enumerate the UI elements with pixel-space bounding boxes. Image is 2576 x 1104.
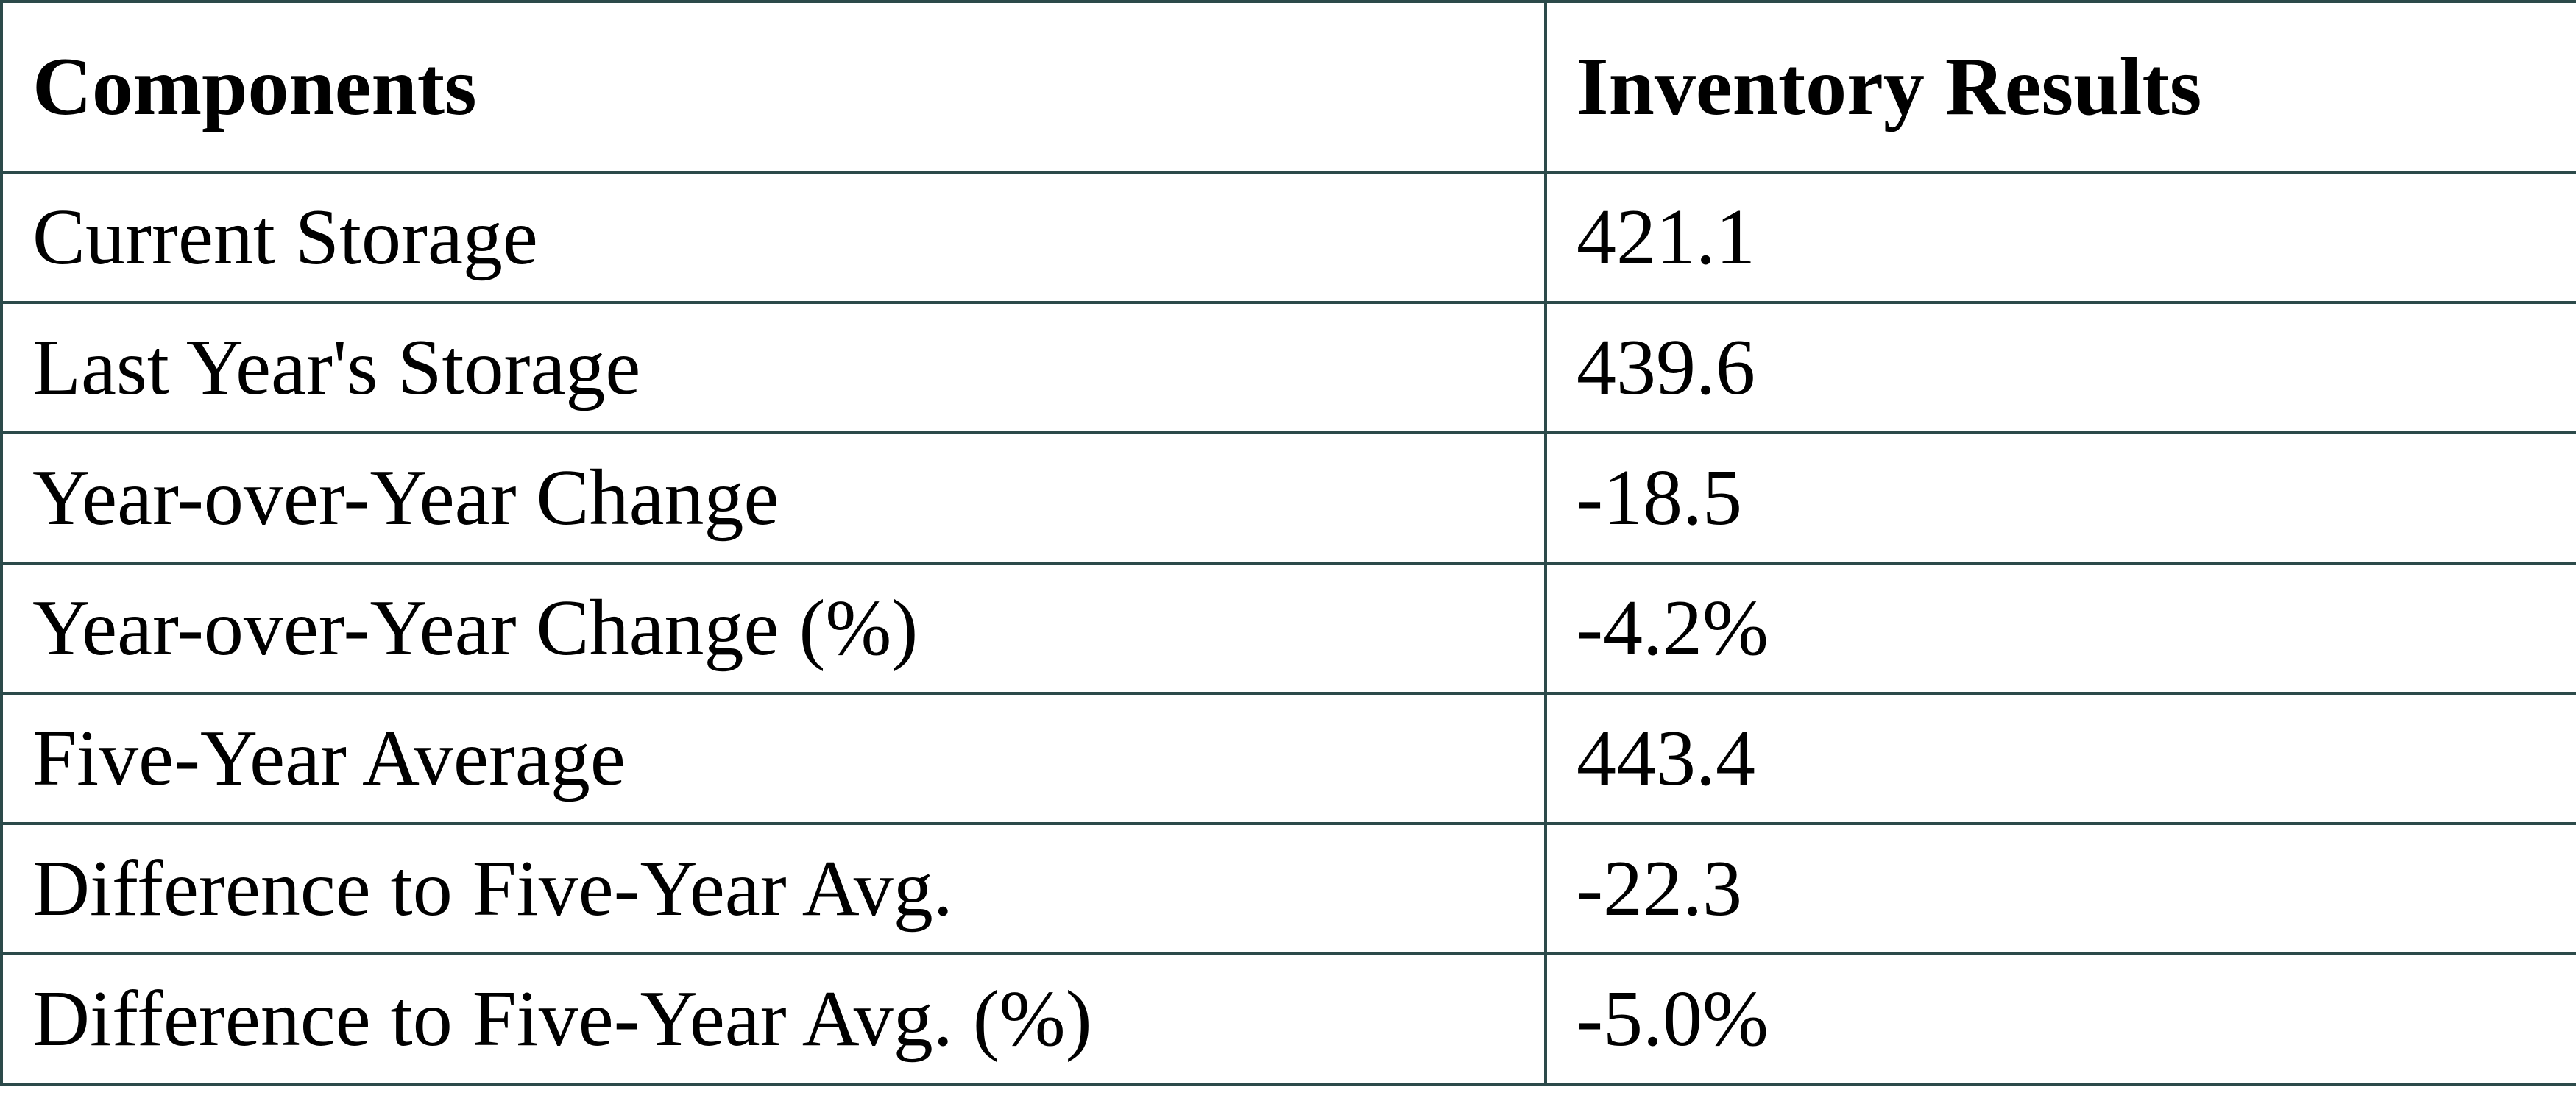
component-cell: Difference to Five-Year Avg.	[0, 822, 1547, 955]
header-cell: Components	[0, 0, 1547, 174]
table-row: Year-over-Year Change -18.5	[0, 431, 2576, 565]
result-cell: -18.5	[1544, 431, 2576, 565]
component-cell: Current Storage	[0, 171, 1547, 304]
result-cell: -5.0%	[1544, 952, 2576, 1086]
table-row: Last Year's Storage 439.6	[0, 301, 2576, 434]
table-head: Components Inventory Results	[0, 0, 2576, 174]
result-cell: 439.6	[1544, 301, 2576, 434]
component-cell: Year-over-Year Change (%)	[0, 562, 1547, 695]
header-cell: Inventory Results	[1544, 0, 2576, 174]
component-cell: Last Year's Storage	[0, 301, 1547, 434]
result-cell: -22.3	[1544, 822, 2576, 955]
table-row: Year-over-Year Change (%) -4.2%	[0, 562, 2576, 695]
result-cell: -4.2%	[1544, 562, 2576, 695]
result-cell: 443.4	[1544, 692, 2576, 825]
table-row: Five-Year Average 443.4	[0, 692, 2576, 825]
component-cell: Difference to Five-Year Avg. (%)	[0, 952, 1547, 1086]
table-row: Current Storage 421.1	[0, 171, 2576, 304]
component-cell: Year-over-Year Change	[0, 431, 1547, 565]
header-row: Components Inventory Results	[0, 0, 2576, 174]
table-row: Difference to Five-Year Avg. (%) -5.0%	[0, 952, 2576, 1086]
result-cell: 421.1	[1544, 171, 2576, 304]
table-body: Current Storage 421.1 Last Year's Storage 4…	[0, 171, 2576, 1086]
table-row: Difference to Five-Year Avg. -22.3	[0, 822, 2576, 955]
component-cell: Five-Year Average	[0, 692, 1547, 825]
